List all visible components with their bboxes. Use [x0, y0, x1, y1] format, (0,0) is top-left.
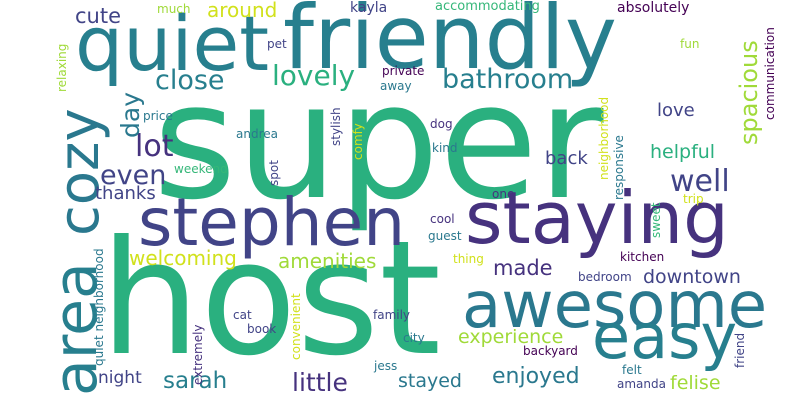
word-bedroom: bedroom — [578, 270, 632, 284]
word-convenient: convenient — [289, 293, 303, 360]
word-thanks: thanks — [95, 183, 156, 204]
word-fun: fun — [680, 37, 700, 51]
word-friend: friend — [733, 332, 747, 368]
word-extremely: extremely — [191, 324, 205, 385]
word-friendly: friendly — [283, 0, 617, 89]
word-back: back — [545, 148, 588, 169]
word-pet: pet — [267, 37, 287, 51]
word-communication: communication — [763, 27, 777, 120]
word-book: book — [247, 322, 277, 336]
word-quiet: quiet — [75, 0, 270, 88]
word-made: made — [493, 256, 553, 280]
word-neighborhood: neighborhood — [597, 96, 611, 180]
word-stephen: stephen — [138, 184, 406, 261]
word-bathroom: bathroom — [442, 64, 574, 95]
word-cat: cat — [233, 308, 252, 322]
word-kind: kind — [432, 141, 458, 155]
word-andrea: andrea — [236, 127, 278, 141]
word-away: away — [380, 79, 412, 93]
word-price: price — [143, 109, 173, 123]
word-sarah: sarah — [163, 368, 228, 394]
word-guest: guest — [428, 229, 462, 243]
word-much: much — [157, 2, 191, 16]
word-amanda: amanda — [617, 377, 666, 391]
word-super: super — [153, 48, 604, 235]
word-close: close — [155, 65, 225, 96]
word-experience: experience — [458, 326, 564, 348]
word-stayed: stayed — [398, 370, 462, 392]
word-felt: felt — [622, 363, 642, 377]
word-kitchen: kitchen — [620, 250, 665, 264]
word-lot: lot — [135, 129, 174, 164]
word-staying: staying — [465, 176, 729, 260]
word-spacious: spacious — [735, 40, 763, 145]
word-trip: trip — [683, 192, 704, 206]
word-enjoyed: enjoyed — [492, 364, 580, 389]
word-host: host — [100, 207, 442, 391]
word-kayla: kayla — [350, 0, 388, 16]
word-city: city — [403, 331, 425, 345]
word-weekend: weekend — [174, 162, 228, 176]
word-little: little — [292, 368, 348, 397]
word-around: around — [207, 0, 278, 22]
word-day: day — [116, 92, 145, 138]
word-welcoming: welcoming — [129, 246, 237, 270]
word-comfy: comfy — [351, 123, 365, 160]
word-absolutely: absolutely — [617, 0, 690, 16]
word-felise: felise — [670, 372, 721, 394]
word-easy: easy — [592, 300, 738, 373]
word-cute: cute — [75, 4, 122, 28]
word-downtown: downtown — [643, 266, 741, 288]
word-family: family — [373, 308, 411, 322]
word-well: well — [670, 164, 730, 199]
word-dog: dog — [430, 117, 453, 131]
word-relaxing: relaxing — [55, 43, 69, 92]
word-accommodating: accommodating — [435, 0, 540, 14]
word-cool: cool — [430, 212, 455, 226]
word-night: night — [98, 368, 142, 388]
word-stylish: stylish — [329, 107, 343, 146]
word-one: one — [492, 187, 515, 201]
word-backyard: backyard — [523, 344, 578, 358]
word-private: private — [382, 64, 425, 78]
word-spot: spot — [267, 160, 281, 186]
word-lovely: lovely — [272, 59, 356, 92]
word-sweet: sweet — [649, 202, 663, 238]
word-helpful: helpful — [650, 141, 716, 163]
word-quiet-neighborhood: quiet neighborhood — [92, 248, 106, 366]
word-thing: thing — [453, 252, 484, 266]
word-love: love — [657, 100, 695, 121]
word-responsive: responsive — [612, 135, 626, 200]
word-even: even — [100, 160, 167, 191]
word-jess: jess — [374, 359, 398, 373]
word-awesome: awesome — [462, 269, 768, 343]
word-amenities: amenities — [278, 249, 377, 273]
